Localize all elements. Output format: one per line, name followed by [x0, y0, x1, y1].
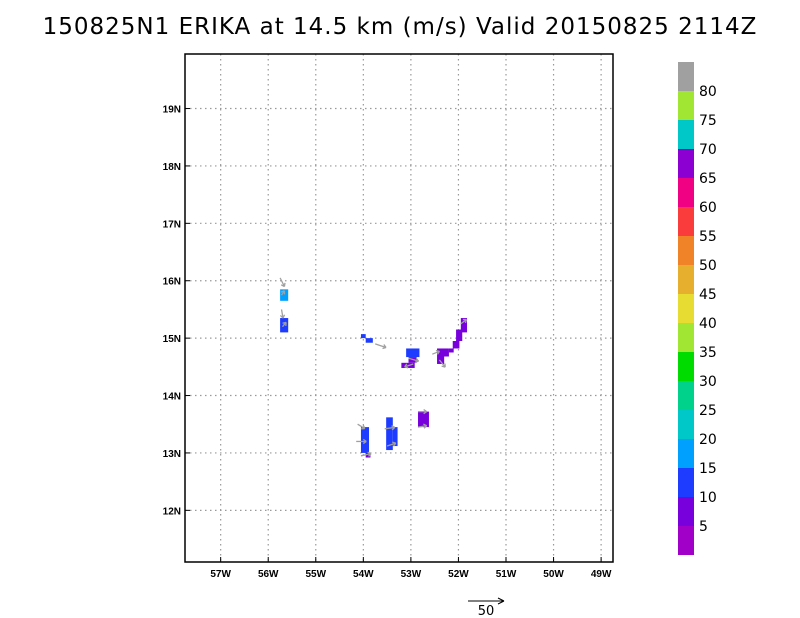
- lon-tick-label: 54W: [353, 569, 374, 580]
- colorbar-swatch: [678, 149, 694, 178]
- wind-speed-cell: [365, 452, 371, 458]
- colorbar-swatch: [678, 91, 694, 120]
- colorbar-swatch: [678, 62, 694, 91]
- reference-arrow-head: [497, 597, 505, 605]
- lon-tick-label: 49W: [591, 569, 612, 580]
- latitude-axis: 12N 13N 14N 15N 16N 17N 18N 19N: [163, 105, 190, 517]
- wind-speed-cell: [460, 318, 468, 333]
- wind-speed-cell: [406, 348, 420, 358]
- colorbar-label: 50: [699, 258, 717, 274]
- reference-vector-label: 50: [478, 604, 495, 618]
- wind-speed-cell: [448, 348, 454, 353]
- lat-tick-label: 16N: [163, 277, 181, 288]
- lon-tick-label: 52W: [448, 569, 469, 580]
- wind-vector: [404, 363, 414, 369]
- colorbar-label: 20: [699, 432, 717, 448]
- lat-tick-label: 15N: [163, 334, 181, 345]
- wind-speed-cell: [386, 417, 393, 451]
- wind-speed-cell: [456, 329, 463, 342]
- colorbar-label: 40: [699, 316, 717, 332]
- colorbar-label: 5: [699, 519, 708, 535]
- colorbar-swatch: [678, 439, 694, 468]
- colorbar-swatch: [678, 526, 694, 555]
- colorbar-label: 30: [699, 374, 717, 390]
- lat-tick-label: 18N: [163, 162, 181, 173]
- lon-tick-label: 57W: [210, 569, 231, 580]
- wind-speed-cell: [280, 289, 289, 301]
- wind-vector: [356, 438, 367, 445]
- lon-tick-label: 50W: [543, 569, 564, 580]
- wind-speed-cell: [392, 427, 398, 447]
- longitude-axis: 57W 56W 55W 54W 53W 52W 51W 50W 49W: [210, 557, 612, 580]
- colorbar-label: 35: [699, 345, 717, 361]
- wind-speed-cell: [360, 334, 366, 339]
- colorbar: 5 10 15 20 25 30 35 40 45 50 55 60 65 70 75 80: [678, 62, 717, 555]
- map-title: 150825N1 ERIKA at 14.5 km (m/s) Valid 20…: [42, 14, 758, 40]
- colorbar-swatch: [678, 265, 694, 294]
- colorbar-label: 80: [699, 84, 717, 100]
- wind-vectors: [279, 277, 468, 457]
- colorbar-label: 45: [699, 287, 717, 303]
- lon-tick-label: 56W: [258, 569, 279, 580]
- lon-tick-label: 53W: [401, 569, 422, 580]
- colorbar-label: 65: [699, 171, 717, 187]
- wind-vector: [281, 321, 287, 328]
- colorbar-label: 75: [699, 113, 717, 129]
- wind-speed-cell: [365, 338, 373, 343]
- wind-vector: [384, 425, 396, 431]
- colorbar-swatch: [678, 236, 694, 265]
- wind-speed-cell: [437, 356, 445, 364]
- colorbar-swatch: [678, 178, 694, 207]
- colorbar-swatch: [678, 323, 694, 352]
- colorbar-swatch: [678, 410, 694, 439]
- colorbar-swatch: [678, 352, 694, 381]
- wind-speed-cell: [418, 411, 429, 428]
- colorbar-label: 25: [699, 403, 717, 419]
- wind-vector: [360, 451, 372, 457]
- grid-lines: [185, 54, 613, 562]
- map-frame: [184, 53, 614, 563]
- wind-vector: [386, 441, 397, 447]
- wind-vector: [279, 309, 286, 319]
- colorbar-swatch: [678, 207, 694, 236]
- colorbar-label: 70: [699, 142, 717, 158]
- lon-tick-label: 51W: [496, 569, 517, 580]
- colorbar-swatch: [678, 381, 694, 410]
- wind-speed-cell: [437, 348, 449, 357]
- colorbar-swatch: [678, 497, 694, 526]
- lat-tick-label: 17N: [163, 219, 181, 230]
- wind-speed-cells: [280, 289, 468, 458]
- colorbar-label: 55: [699, 229, 717, 245]
- colorbar-swatch: [678, 120, 694, 149]
- colorbar-swatch: [678, 294, 694, 323]
- lon-tick-label: 55W: [305, 569, 326, 580]
- wind-vector: [438, 359, 446, 368]
- wind-vector: [417, 423, 428, 429]
- wind-vector: [357, 423, 366, 430]
- colorbar-swatch: [678, 468, 694, 497]
- lat-tick-label: 19N: [163, 105, 181, 116]
- wind-vector: [279, 277, 286, 288]
- reference-vector: 50: [468, 597, 505, 618]
- wind-vector: [460, 318, 468, 325]
- lat-tick-label: 12N: [163, 506, 181, 517]
- wind-vector: [408, 357, 420, 363]
- wind-vector: [418, 408, 428, 415]
- wind-vector: [432, 349, 441, 355]
- lat-tick-label: 14N: [163, 392, 181, 403]
- wind-speed-cell: [452, 341, 460, 349]
- colorbar-label: 10: [699, 490, 717, 506]
- colorbar-label: 15: [699, 461, 717, 477]
- wind-vector: [375, 343, 387, 350]
- wind-vector: [280, 290, 286, 296]
- lat-tick-label: 13N: [163, 449, 181, 460]
- colorbar-label: 60: [699, 200, 717, 216]
